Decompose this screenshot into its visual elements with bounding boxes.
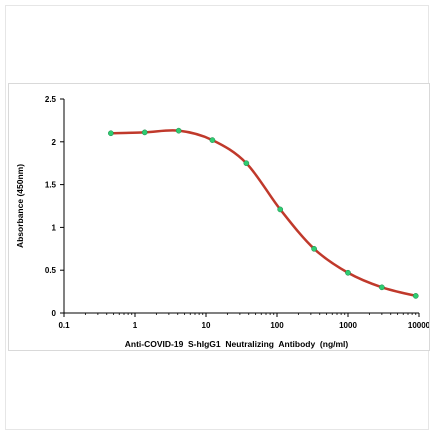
x-tick-label: 100 xyxy=(270,321,284,330)
axes xyxy=(63,99,419,314)
data-point xyxy=(108,130,114,137)
data-point xyxy=(311,245,317,252)
data-point xyxy=(277,206,284,213)
y-tick-label: 2.5 xyxy=(45,95,57,104)
data-point xyxy=(175,127,182,134)
chart-container: 0 0.5 1 1.5 2 2.5 0.1 1 10 100 1000 10000 Anti-COV… xyxy=(8,83,431,351)
x-axis-label: Anti-COVID-19 S-hIgG1 Neutralizing Antib… xyxy=(125,339,349,349)
y-tick-label: 2 xyxy=(52,138,57,147)
chart-svg: 0 0.5 1 1.5 2 2.5 0.1 1 10 100 1000 10000 Anti-COV… xyxy=(15,95,431,349)
x-tick-label: 1 xyxy=(133,321,138,330)
x-tick-label: 0.1 xyxy=(58,321,70,330)
x-tick-label: 1000 xyxy=(339,321,357,330)
data-point xyxy=(209,137,216,143)
data-point xyxy=(379,284,385,291)
data-points xyxy=(108,127,419,299)
data-point xyxy=(243,160,250,167)
y-ticks: 0 0.5 1 1.5 2 2.5 xyxy=(45,95,64,318)
x-ticks: 0.1 1 10 100 1000 10000 xyxy=(58,313,431,330)
data-point xyxy=(412,293,419,299)
data-point xyxy=(141,129,148,136)
y-axis-label: Absorbance (450nm) xyxy=(15,164,25,248)
y-tick-label: 0 xyxy=(52,309,57,318)
data-point xyxy=(345,269,351,276)
y-tick-label: 1.5 xyxy=(45,181,57,190)
y-tick-label: 0.5 xyxy=(45,266,57,275)
x-tick-label: 10000 xyxy=(408,321,429,330)
y-tick-label: 1 xyxy=(52,223,57,232)
x-tick-label: 10 xyxy=(202,321,211,330)
fit-curve xyxy=(109,129,418,298)
